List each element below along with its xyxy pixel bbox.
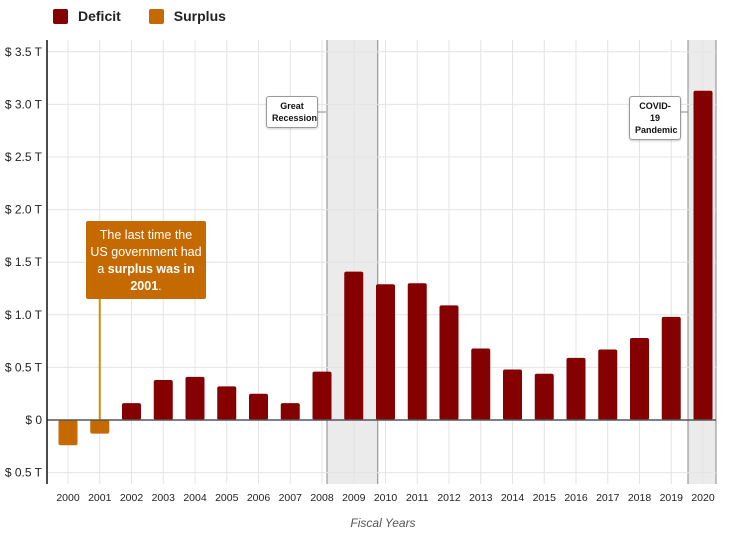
bar-deficit-2008 — [312, 371, 332, 420]
x-tick-label: 2000 — [56, 492, 80, 504]
bar-deficit-2002 — [122, 403, 141, 420]
bar-surplus-2000 — [58, 420, 78, 446]
bar-deficit-2004 — [185, 376, 205, 420]
bar-deficit-2005 — [217, 386, 237, 420]
covid-annotation: COVID-19 Pandemic — [629, 96, 681, 140]
y-tick-label: $ 3.0 T — [5, 97, 43, 111]
y-tick-label: $ 0 — [25, 413, 42, 427]
x-tick-label: 2020 — [691, 492, 715, 504]
bar-deficit-2015 — [534, 373, 554, 420]
x-tick-label: 2001 — [88, 492, 112, 504]
x-tick-label: 2019 — [660, 492, 684, 504]
legend-deficit[interactable]: Deficit — [53, 8, 121, 24]
legend-label: Surplus — [173, 8, 226, 24]
x-tick-label: 2015 — [533, 492, 557, 504]
x-tick-label: 2011 — [406, 492, 429, 504]
x-tick-label: 2010 — [374, 492, 398, 504]
y-tick-label: $ 0.5 T — [5, 360, 43, 374]
x-tick-label: 2006 — [247, 492, 271, 504]
x-tick-label: 2005 — [215, 492, 239, 504]
callout-end: . — [158, 279, 162, 293]
x-tick-label: 2002 — [120, 492, 144, 504]
bar-deficit-2012 — [439, 305, 459, 420]
x-tick-label: 2008 — [310, 492, 334, 504]
x-tick-label: 2016 — [564, 492, 588, 504]
callout-bold: surplus was in 2001 — [107, 262, 195, 293]
x-tick-label: 2004 — [183, 492, 207, 504]
bar-deficit-2014 — [503, 369, 522, 420]
x-tick-label: 2009 — [342, 492, 366, 504]
bar-deficit-2019 — [661, 316, 681, 420]
bar-deficit-2016 — [566, 357, 586, 420]
recession-annotation: Great Recession — [266, 96, 318, 128]
bar-deficit-2010 — [376, 284, 395, 420]
surplus-swatch — [148, 8, 164, 24]
surplus-callout: The last time the US government had a su… — [86, 221, 206, 299]
legend-label: Deficit — [78, 8, 121, 24]
bar-deficit-2011 — [407, 283, 427, 420]
deficit-swatch — [53, 8, 68, 24]
bar-deficit-2018 — [630, 337, 649, 420]
y-tick-label: $ 2.0 T — [5, 203, 43, 217]
bar-deficit-2020 — [693, 90, 713, 420]
x-tick-label: 2013 — [469, 492, 493, 504]
bar-deficit-2006 — [249, 393, 268, 420]
bar-deficit-2017 — [598, 349, 618, 420]
bar-deficit-2003 — [153, 380, 173, 420]
x-tick-label: 2014 — [501, 492, 525, 504]
x-tick-label: 2017 — [596, 492, 620, 504]
x-tick-label: 2007 — [279, 492, 303, 504]
y-tick-label: $ 1.5 T — [5, 255, 43, 269]
x-tick-label: 2003 — [152, 492, 176, 504]
x-axis-title: Fiscal Years — [350, 516, 416, 530]
bar-deficit-2007 — [280, 403, 300, 420]
bar-deficit-2009 — [344, 271, 364, 420]
x-tick-label: 2012 — [437, 492, 461, 504]
y-tick-label: $ 2.5 T — [5, 150, 43, 164]
callout-text: The last time the US government had a — [90, 228, 202, 276]
legend-surplus[interactable]: Surplus — [148, 8, 226, 24]
y-tick-label: $ 1.0 T — [5, 308, 43, 322]
y-tick-label: $ 0.5 T — [5, 466, 43, 480]
bar-surplus-2001 — [90, 420, 110, 434]
bar-deficit-2013 — [471, 348, 491, 420]
x-tick-label: 2018 — [628, 492, 652, 504]
legend: Deficit Surplus — [53, 8, 226, 24]
y-tick-label: $ 3.5 T — [5, 45, 43, 59]
